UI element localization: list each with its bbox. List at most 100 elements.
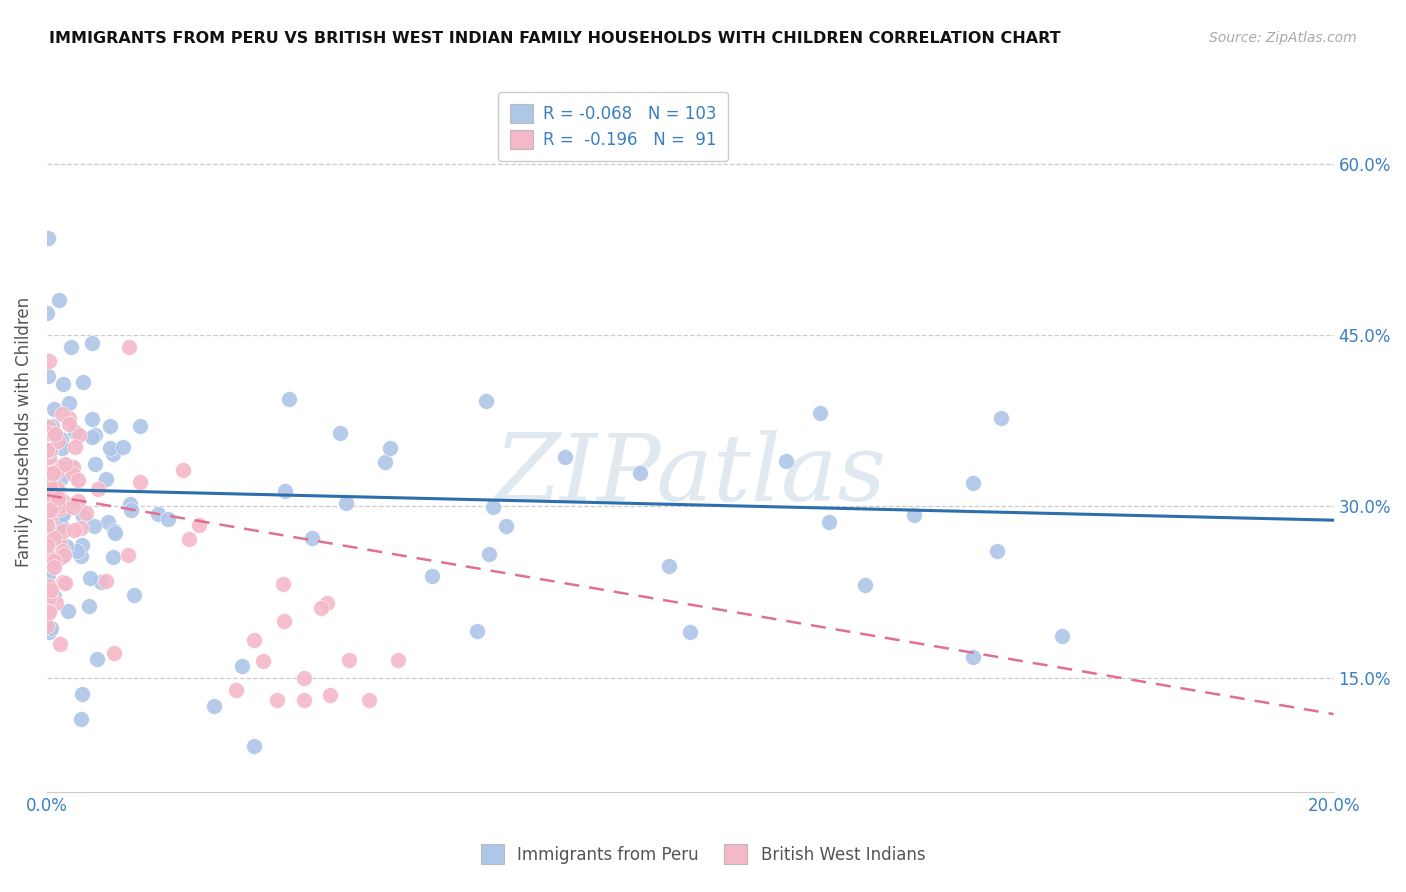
Point: [311, 601, 333, 615]
Point: [817, 516, 839, 530]
Point: [278, 392, 301, 406]
Point: [39, 513, 62, 527]
Point: [44, 560, 66, 574]
Point: [52, 548, 75, 562]
Point: [79, 571, 101, 585]
Point: [83, 457, 105, 471]
Point: [378, 441, 401, 455]
Point: [37, 568, 59, 582]
Point: [292, 693, 315, 707]
Point: [38, 624, 60, 639]
Y-axis label: Family Households with Children: Family Households with Children: [15, 297, 32, 567]
Point: [38, 450, 60, 465]
Point: [129, 419, 152, 434]
Point: [266, 693, 288, 707]
Point: [51, 471, 73, 485]
Point: [103, 524, 125, 538]
Point: [48, 534, 70, 549]
Point: [66, 473, 89, 487]
Point: [82, 412, 104, 426]
Point: [482, 500, 505, 515]
Point: [122, 588, 145, 602]
Point: [62, 460, 84, 475]
Point: [318, 688, 340, 702]
Point: [37, 306, 59, 320]
Point: [48, 293, 70, 307]
Point: [70, 549, 93, 563]
Point: [63, 425, 86, 439]
Point: [37, 450, 59, 464]
Point: [111, 440, 134, 454]
Point: [55, 539, 77, 553]
Point: [37, 539, 59, 553]
Point: [465, 624, 488, 638]
Point: [35, 516, 58, 530]
Point: [1050, 629, 1073, 643]
Point: [374, 455, 396, 469]
Point: [49, 517, 72, 532]
Point: [359, 693, 381, 707]
Point: [478, 547, 501, 561]
Point: [128, 475, 150, 490]
Point: [37, 452, 59, 467]
Point: [75, 506, 97, 520]
Point: [46, 434, 69, 449]
Point: [96, 472, 118, 486]
Point: [53, 457, 76, 471]
Point: [46, 491, 69, 506]
Point: [42, 532, 65, 546]
Point: [38, 489, 60, 503]
Point: [475, 393, 498, 408]
Point: [44, 528, 66, 542]
Point: [90, 575, 112, 590]
Point: [35, 545, 58, 559]
Point: [329, 426, 352, 441]
Point: [58, 411, 80, 425]
Legend: R = -0.068   N = 103, R =  -0.196   N =  91: R = -0.068 N = 103, R = -0.196 N = 91: [498, 92, 728, 161]
Point: [49, 637, 72, 651]
Point: [63, 440, 86, 454]
Point: [49, 501, 72, 516]
Point: [120, 503, 142, 517]
Point: [70, 712, 93, 726]
Point: [94, 574, 117, 589]
Point: [72, 375, 94, 389]
Point: [387, 653, 409, 667]
Point: [628, 467, 651, 481]
Point: [87, 482, 110, 496]
Point: [37, 508, 59, 522]
Point: [42, 491, 65, 506]
Point: [962, 650, 984, 665]
Point: [39, 485, 62, 500]
Point: [86, 652, 108, 666]
Point: [49, 499, 72, 513]
Point: [231, 659, 253, 673]
Point: [179, 532, 201, 546]
Point: [202, 699, 225, 714]
Point: [80, 430, 103, 444]
Point: [46, 483, 69, 498]
Point: [58, 417, 80, 432]
Point: [39, 621, 62, 635]
Point: [44, 490, 66, 504]
Point: [98, 419, 121, 434]
Point: [62, 500, 84, 514]
Point: [42, 554, 65, 568]
Point: [35, 443, 58, 458]
Point: [38, 502, 60, 516]
Point: [60, 459, 83, 474]
Point: [101, 447, 124, 461]
Point: [84, 428, 107, 442]
Point: [39, 529, 62, 543]
Point: [495, 519, 517, 533]
Point: [335, 495, 357, 509]
Point: [42, 402, 65, 417]
Point: [98, 442, 121, 456]
Point: [37, 549, 59, 563]
Point: [35, 538, 58, 552]
Point: [117, 548, 139, 562]
Point: [49, 505, 72, 519]
Point: [39, 582, 62, 596]
Point: [775, 454, 797, 468]
Point: [42, 466, 65, 480]
